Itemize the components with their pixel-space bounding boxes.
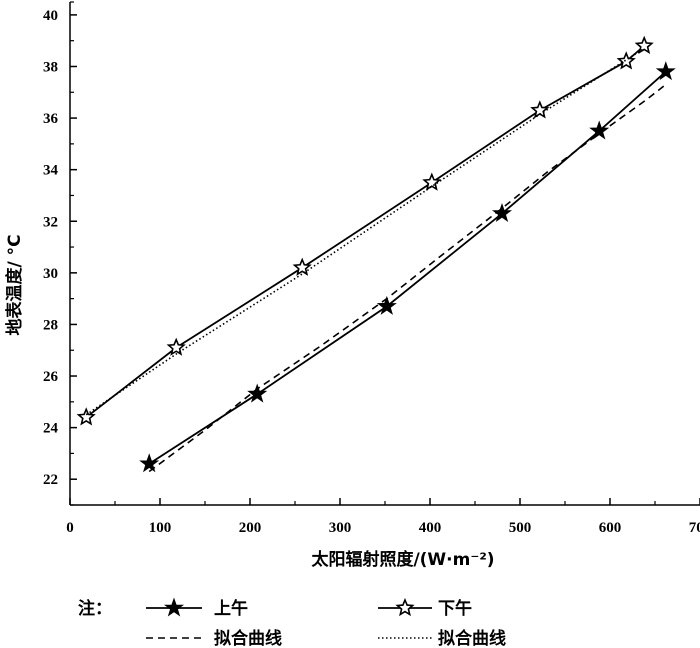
legend-label: 拟合曲线 xyxy=(214,628,282,648)
x-tick-label: 300 xyxy=(329,520,352,536)
y-tick-label: 26 xyxy=(43,369,59,385)
legend-label: 拟合曲线 xyxy=(438,628,506,648)
data-point xyxy=(616,51,636,70)
data-point xyxy=(166,337,186,356)
series-2 xyxy=(148,83,667,473)
series-0 xyxy=(139,61,676,473)
legend-item-0: 上午 xyxy=(146,597,248,619)
legend-note: 注： xyxy=(78,598,112,619)
x-tick-label: 600 xyxy=(599,520,622,536)
legend-label: 下午 xyxy=(438,598,472,619)
series-layer xyxy=(76,35,676,473)
y-tick-label: 40 xyxy=(43,8,58,24)
x-tick-label: 100 xyxy=(149,520,172,536)
data-point xyxy=(589,120,610,140)
x-tick-label: 500 xyxy=(509,520,532,536)
data-point xyxy=(491,202,513,223)
legend-marker xyxy=(163,597,185,617)
legend-label: 上午 xyxy=(214,598,248,619)
data-point xyxy=(76,407,96,426)
y-tick-label: 30 xyxy=(43,266,58,282)
legend-item-3: 拟合曲线 xyxy=(378,628,506,648)
series-line xyxy=(85,47,645,416)
legend-item-2: 拟合曲线 xyxy=(146,628,282,648)
data-point xyxy=(247,383,268,403)
axes: 0 100 200 300 400 500 600 700 22 24 26 28 30 32 34 36 38… xyxy=(43,1,700,536)
data-point xyxy=(655,61,676,81)
data-point xyxy=(634,35,654,55)
x-tick-label: 400 xyxy=(419,520,442,536)
legend-item-1: 下午 xyxy=(378,597,472,619)
y-tick-label: 32 xyxy=(43,214,58,230)
y-tick-label: 22 xyxy=(43,472,58,488)
series-line xyxy=(148,70,667,465)
data-point xyxy=(139,453,160,473)
series-line xyxy=(148,83,667,473)
data-point xyxy=(376,295,397,315)
y-tick-label: 28 xyxy=(43,317,58,333)
x-tick-label: 0 xyxy=(66,520,74,536)
x-tick-label: 200 xyxy=(239,520,262,536)
y-tick-label: 34 xyxy=(43,163,59,179)
data-point xyxy=(292,257,312,276)
y-tick-label: 24 xyxy=(43,421,59,437)
y-axis-label: 地表温度/ °C xyxy=(4,234,25,335)
data-point xyxy=(422,172,442,191)
series-1 xyxy=(76,35,654,426)
x-tick-label: 700 xyxy=(689,520,700,536)
y-tick-label: 36 xyxy=(43,111,59,127)
legend-marker xyxy=(395,597,415,617)
series-3 xyxy=(85,47,645,416)
x-axis-label: 太阳辐射照度/(W·m⁻²) xyxy=(311,549,494,570)
y-tick-label: 38 xyxy=(43,59,58,75)
